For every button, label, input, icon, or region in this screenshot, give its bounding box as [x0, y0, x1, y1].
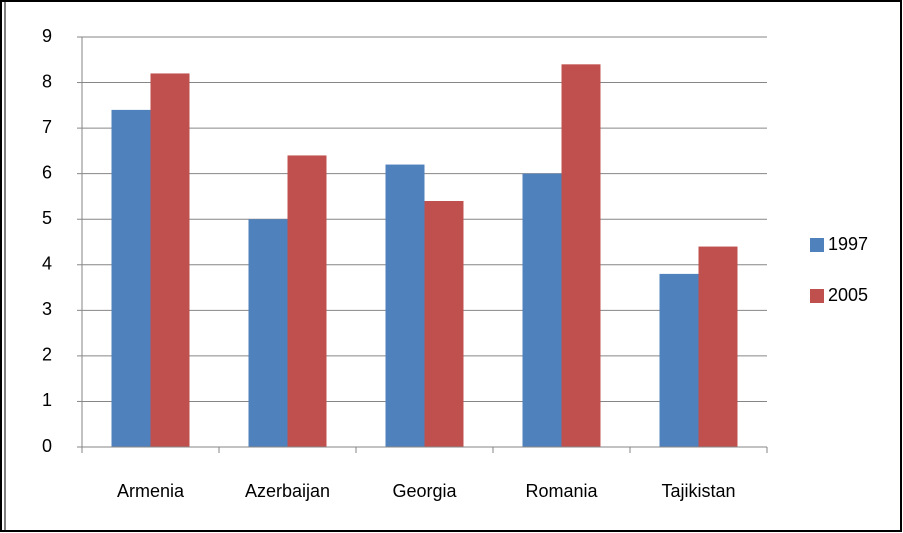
bar — [522, 173, 562, 447]
legend-swatch — [810, 238, 824, 252]
x-tick-label: Georgia — [392, 481, 457, 501]
y-tick-label: 6 — [42, 162, 52, 182]
y-tick-label: 2 — [42, 345, 52, 365]
bar — [150, 73, 190, 447]
x-tick-label: Romania — [525, 481, 598, 501]
y-tick-label: 1 — [42, 390, 52, 410]
x-tick-label: Tajikistan — [661, 481, 735, 501]
x-tick-label: Armenia — [117, 481, 185, 501]
legend-label: 2005 — [828, 285, 868, 305]
bar — [698, 246, 738, 447]
bar — [287, 155, 327, 447]
bar — [659, 273, 699, 447]
y-tick-label: 5 — [42, 208, 52, 228]
x-tick-label: Azerbaijan — [245, 481, 330, 501]
y-tick-label: 4 — [42, 254, 52, 274]
bar — [561, 64, 601, 447]
legend-label: 1997 — [828, 234, 868, 254]
y-tick-label: 3 — [42, 299, 52, 319]
bar — [424, 201, 464, 447]
y-tick-label: 9 — [42, 26, 52, 46]
legend-swatch — [810, 289, 824, 303]
bar — [111, 109, 151, 447]
y-tick-label: 8 — [42, 71, 52, 91]
bar — [385, 164, 425, 448]
y-tick-label: 0 — [42, 436, 52, 456]
bar — [248, 219, 288, 447]
y-tick-label: 7 — [42, 117, 52, 137]
